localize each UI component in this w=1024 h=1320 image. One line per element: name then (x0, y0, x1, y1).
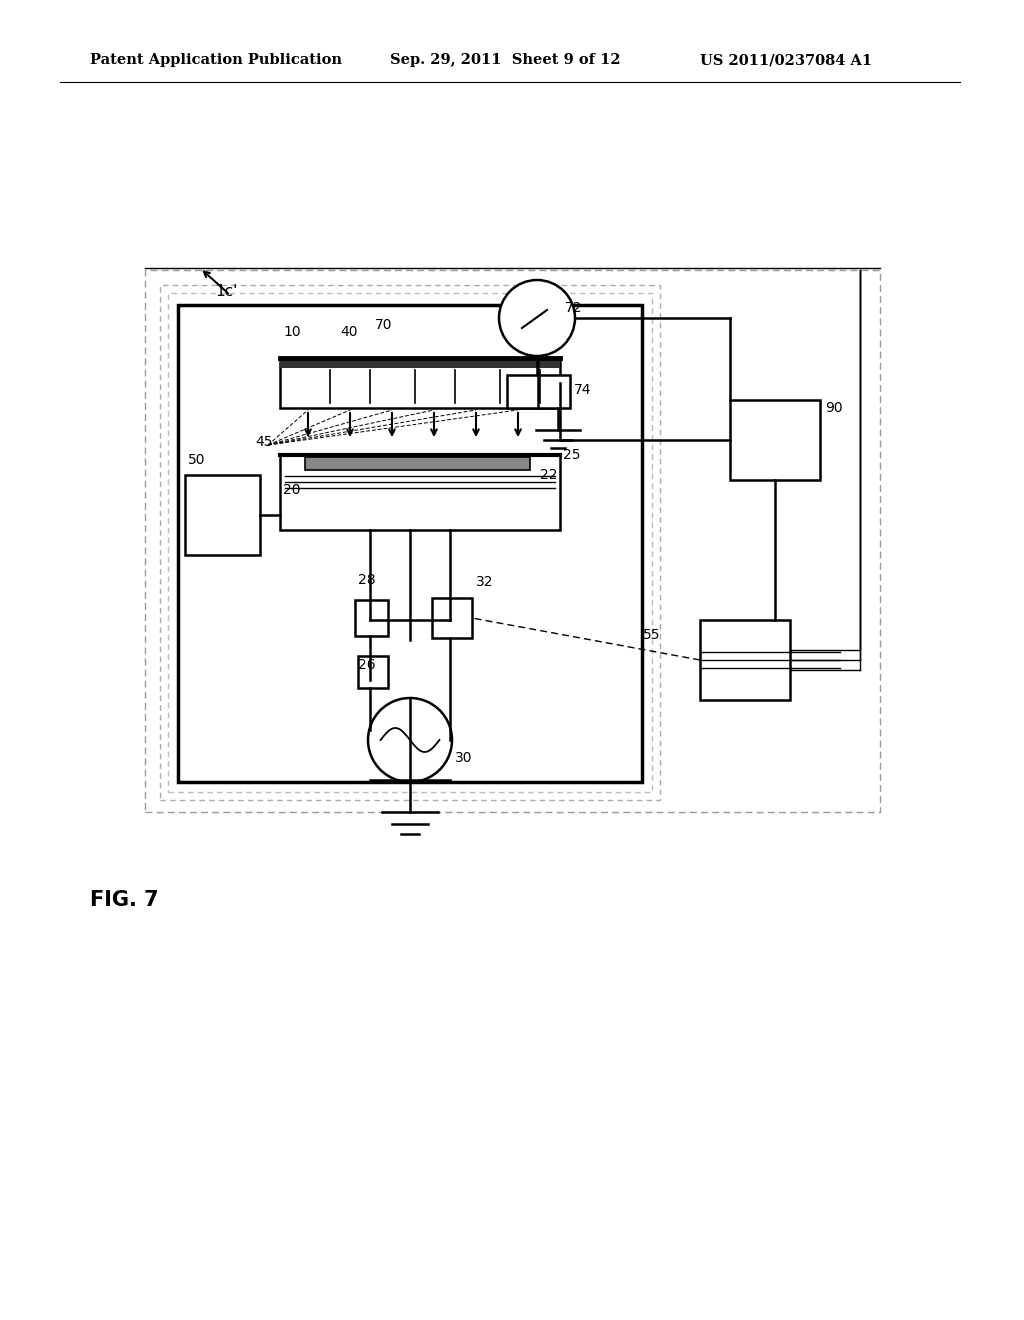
Bar (178, 305, 642, 781)
Text: FIG. 7: FIG. 7 (90, 890, 159, 909)
Text: Patent Application Publication: Patent Application Publication (90, 53, 342, 67)
Text: Sep. 29, 2011  Sheet 9 of 12: Sep. 29, 2011 Sheet 9 of 12 (390, 53, 621, 67)
Bar (700, 620, 790, 700)
Text: 90: 90 (825, 401, 843, 414)
Bar (280, 358, 560, 368)
Text: 30: 30 (455, 751, 472, 766)
Ellipse shape (368, 698, 452, 781)
Bar (358, 656, 388, 688)
Text: 70: 70 (375, 318, 392, 333)
Bar (160, 285, 660, 800)
Bar (280, 358, 560, 408)
Text: 55: 55 (643, 628, 660, 642)
Bar (355, 601, 388, 636)
Bar (168, 293, 652, 792)
Text: 1c': 1c' (215, 285, 238, 300)
Text: 74: 74 (574, 383, 592, 397)
Bar (185, 475, 260, 554)
Bar (280, 455, 560, 531)
Text: 72: 72 (565, 301, 583, 315)
Bar (432, 598, 472, 638)
Text: 32: 32 (476, 576, 494, 589)
Text: 26: 26 (358, 657, 376, 672)
Text: 10: 10 (283, 325, 301, 339)
Text: US 2011/0237084 A1: US 2011/0237084 A1 (700, 53, 872, 67)
Text: 40: 40 (340, 325, 357, 339)
Text: 20: 20 (283, 483, 300, 498)
Bar (145, 271, 880, 812)
Text: 25: 25 (563, 447, 581, 462)
Ellipse shape (499, 280, 575, 356)
Text: 22: 22 (540, 469, 557, 482)
Text: 28: 28 (358, 573, 376, 587)
Bar (730, 400, 820, 480)
Text: 45: 45 (255, 436, 272, 449)
Text: 50: 50 (188, 453, 206, 467)
Bar (507, 375, 570, 408)
Bar (305, 457, 530, 470)
